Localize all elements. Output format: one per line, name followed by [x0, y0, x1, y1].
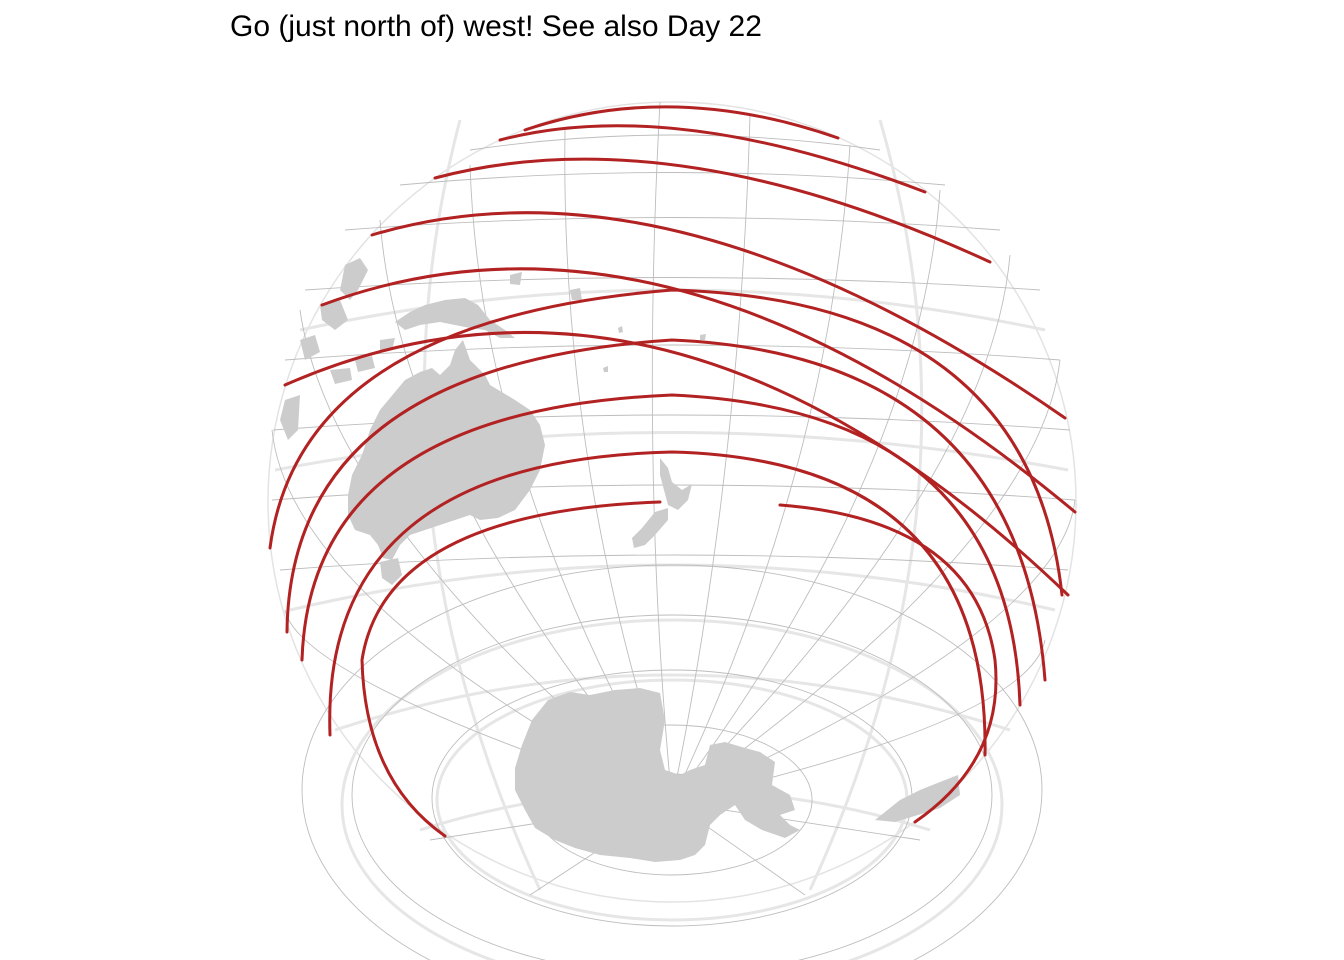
route-arc [370, 211, 1067, 420]
land-tasmania [380, 558, 402, 585]
land-south-america-tip [875, 775, 960, 822]
land-antarctica [515, 688, 800, 862]
route-arc [328, 450, 987, 757]
route-arc [778, 503, 998, 824]
route-arc [283, 331, 1070, 597]
land-new-guinea [395, 298, 515, 338]
route-arc [523, 105, 840, 140]
route-arc [285, 338, 1047, 682]
land-masses [280, 258, 960, 862]
land-new-zealand [632, 458, 692, 548]
route-arc [433, 157, 992, 264]
route-arcs [268, 105, 1077, 838]
map-title: Go (just north of) west! See also Day 22 [230, 10, 762, 43]
route-arc [268, 288, 1064, 597]
land-australia [348, 340, 545, 560]
route-arc [360, 500, 662, 838]
route-arc [300, 393, 1022, 707]
route-arc [498, 124, 927, 194]
